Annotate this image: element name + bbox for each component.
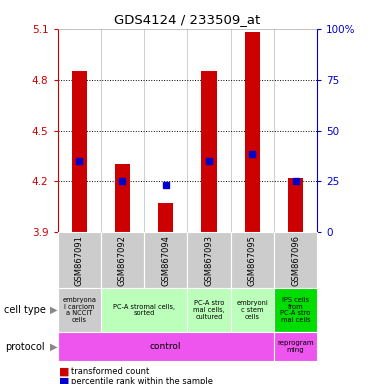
Text: GSM867092: GSM867092 xyxy=(118,235,127,286)
Text: transformed count: transformed count xyxy=(71,367,150,376)
Bar xyxy=(158,204,173,232)
Text: GSM867094: GSM867094 xyxy=(161,235,170,286)
Text: ■: ■ xyxy=(59,366,70,376)
Text: GSM867096: GSM867096 xyxy=(291,235,300,286)
Bar xyxy=(201,71,217,232)
Text: embryona
l carciom
a NCCIT
cells: embryona l carciom a NCCIT cells xyxy=(62,297,96,323)
Text: reprogram
ming: reprogram ming xyxy=(277,340,314,353)
Text: GSM867093: GSM867093 xyxy=(204,235,213,286)
Text: ▶: ▶ xyxy=(50,341,58,352)
Bar xyxy=(288,178,303,232)
Bar xyxy=(72,71,87,232)
Text: PC-A stromal cells,
sorted: PC-A stromal cells, sorted xyxy=(113,304,175,316)
Text: ■: ■ xyxy=(59,376,70,384)
Bar xyxy=(115,164,130,232)
Text: protocol: protocol xyxy=(5,341,45,352)
Text: IPS cells
from
PC-A stro
mal cells: IPS cells from PC-A stro mal cells xyxy=(280,297,311,323)
Text: percentile rank within the sample: percentile rank within the sample xyxy=(71,377,213,384)
Text: control: control xyxy=(150,342,181,351)
Text: embryoni
c stem
cells: embryoni c stem cells xyxy=(236,300,268,320)
Text: ▶: ▶ xyxy=(50,305,58,315)
Text: GSM867091: GSM867091 xyxy=(75,235,83,286)
Title: GDS4124 / 233509_at: GDS4124 / 233509_at xyxy=(114,13,260,26)
Text: cell type: cell type xyxy=(4,305,46,315)
Text: PC-A stro
mal cells,
cultured: PC-A stro mal cells, cultured xyxy=(193,300,225,320)
Bar xyxy=(245,32,260,232)
Text: GSM867095: GSM867095 xyxy=(248,235,257,286)
